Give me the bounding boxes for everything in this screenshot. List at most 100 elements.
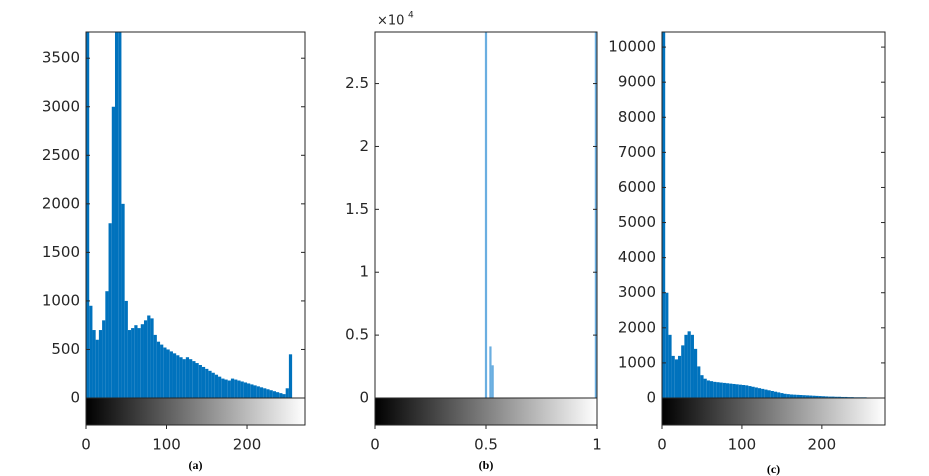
histogram-bar: [282, 394, 286, 398]
histogram-bar: [105, 291, 109, 398]
histogram-bar: [594, 32, 597, 398]
histogram-bar: [812, 395, 816, 398]
histogram-bar: [163, 347, 167, 398]
histogram-bar: [815, 395, 819, 398]
histogram-bar: [665, 292, 669, 398]
bars: [662, 32, 867, 398]
x-tick-label: 0.5: [474, 436, 498, 454]
histogram-bar: [218, 376, 222, 398]
x-tick-label: 1: [592, 436, 602, 454]
histogram-bar: [693, 348, 698, 398]
histogram-bar: [687, 331, 691, 398]
histogram-bar: [179, 357, 183, 398]
histogram-panel: 0100020003000400050006000700080009000100…: [608, 31, 886, 476]
histogram-bar: [230, 378, 235, 398]
histogram-bar: [681, 345, 685, 398]
histogram-bar: [92, 330, 96, 398]
y-tick-label: 6000: [618, 178, 656, 196]
histogram-bar: [227, 380, 231, 398]
histogram-bar: [176, 355, 180, 398]
histogram-bar: [147, 315, 151, 398]
histogram-bar: [89, 305, 93, 398]
histogram-bar: [160, 344, 164, 398]
histogram-bar: [259, 387, 264, 398]
histogram-bar: [751, 386, 755, 398]
histogram-bar: [735, 384, 739, 398]
y-tick-label: 1: [359, 263, 369, 281]
y-tick-label: 4000: [618, 248, 656, 266]
histogram-bar: [108, 223, 112, 398]
histogram-bar: [127, 330, 132, 398]
histogram-bar: [821, 396, 826, 398]
histogram-bar: [764, 389, 768, 398]
histogram-panel: 0 0.5 1 1.5 2 2.5 0 0.5 1 ×10 4 (b): [345, 11, 602, 472]
plot-box: [661, 31, 886, 399]
histogram-bar: [114, 32, 119, 398]
histogram-bar: [140, 324, 144, 398]
histogram-bar: [713, 381, 717, 398]
y-tick-label: 2000: [618, 318, 656, 336]
histogram-bar: [837, 396, 842, 398]
histogram-bar: [221, 378, 225, 398]
histogram-bar: [250, 384, 254, 398]
histogram-bar: [118, 32, 122, 398]
histogram-bar: [95, 339, 99, 398]
histogram-bar: [841, 396, 845, 398]
histogram-bar: [279, 393, 283, 398]
histogram-bar: [166, 349, 170, 398]
histogram-bar: [809, 395, 813, 398]
histogram-bar: [796, 394, 800, 398]
histogram-bar: [208, 370, 212, 398]
caption: (a): [189, 458, 203, 472]
histogram-bar: [748, 386, 752, 398]
y-tick-label: 0: [359, 389, 369, 407]
histogram-bar: [153, 334, 157, 398]
x-tick-label: 0: [81, 436, 91, 454]
colorbar: [374, 397, 598, 426]
histogram-bar: [98, 330, 103, 398]
histogram-bar: [834, 396, 838, 398]
y-tick-label: 3500: [42, 49, 80, 67]
y-tick-label: 0: [70, 389, 80, 407]
y-tick-label: 2000: [42, 194, 80, 212]
histogram-bar: [767, 390, 771, 398]
histogram-bar: [150, 318, 154, 398]
y-tick-label: 10000: [608, 38, 656, 56]
histogram-bar: [192, 361, 196, 398]
histogram-bar: [266, 389, 270, 398]
y-tick-label: 2.5: [345, 74, 369, 92]
histogram-bar: [269, 390, 273, 398]
x-tick-label: 0: [657, 436, 667, 454]
histogram-bar: [491, 365, 494, 398]
histogram-bar: [272, 391, 277, 398]
histogram-bar: [738, 384, 742, 398]
x-tick-label: 100: [152, 436, 181, 454]
histogram-bar: [121, 203, 125, 398]
histogram-bar: [697, 366, 701, 398]
histogram-bar: [725, 383, 730, 398]
y-tick-label: 1.5: [345, 200, 369, 218]
y-tick-label: 7000: [618, 143, 656, 161]
caption: (b): [479, 458, 494, 472]
histogram-bar: [770, 390, 774, 398]
histogram-bar: [205, 368, 209, 398]
y-tick-label: 1000: [618, 353, 656, 371]
y-tick-label: 1000: [42, 291, 80, 309]
colorbar: [661, 397, 886, 426]
histogram-bar: [285, 388, 289, 398]
x-tick-label: 100: [728, 436, 757, 454]
histogram-bar: [671, 355, 675, 398]
y-tick-label: 0: [646, 389, 656, 407]
histogram-bar: [211, 372, 215, 398]
histogram-bar: [288, 354, 293, 398]
histogram-bar: [828, 396, 832, 398]
histogram-bar: [761, 388, 765, 398]
histogram-bar: [722, 382, 726, 398]
histogram-bar: [754, 387, 758, 398]
histogram-bar: [831, 396, 835, 398]
y-tick-label: 0.5: [345, 326, 369, 344]
histogram-bar: [780, 393, 784, 398]
bars: [86, 32, 293, 398]
histogram-bar: [131, 328, 135, 398]
histogram-bar: [706, 380, 710, 398]
